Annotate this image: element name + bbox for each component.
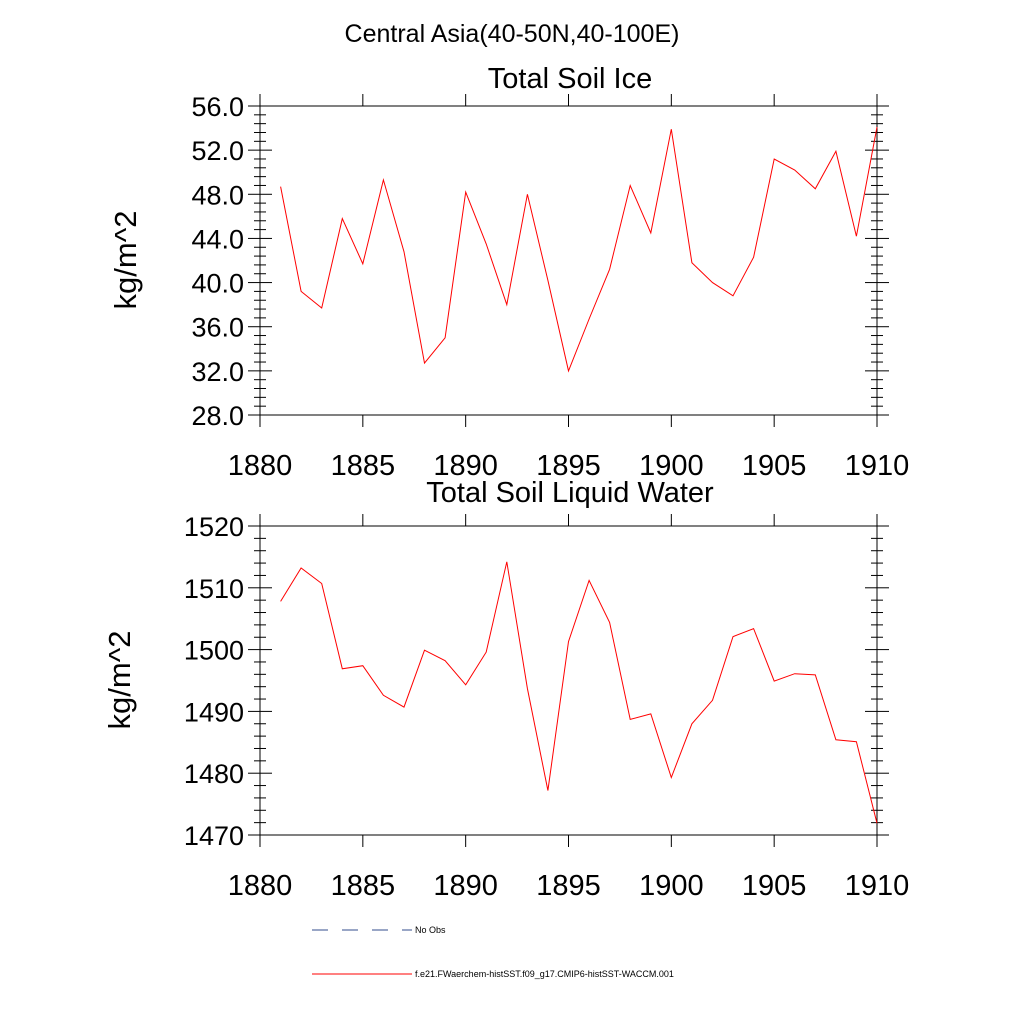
panel-title: Total Soil Liquid Water (426, 477, 714, 509)
y-tick-label: 1520 (184, 512, 244, 542)
x-tick-label: 1905 (742, 450, 807, 482)
y-axis-label: kg/m^2 (102, 631, 137, 730)
y-axis-label: kg/m^2 (108, 211, 143, 310)
x-tick-label: 1895 (536, 450, 601, 482)
x-tick-label: 1900 (639, 450, 704, 482)
legend: No Obs f.e21.FWaerchem-histSST.f09_g17.C… (312, 925, 674, 979)
y-tick-label: 44.0 (191, 224, 244, 254)
series-lines (280, 126, 878, 373)
y-tick-label: 1480 (184, 759, 244, 789)
x-tick-label: 1885 (331, 450, 396, 482)
x-tick-label: 1880 (228, 450, 293, 482)
y-tick-label: 1510 (184, 574, 244, 604)
y-tick-label: 1500 (184, 636, 244, 666)
x-tick-label: 1910 (845, 870, 910, 902)
panel-title: Total Soil Ice (488, 63, 652, 95)
y-tick-label: 56.0 (191, 92, 244, 122)
x-tick-label: 1880 (228, 870, 293, 902)
x-tick-label: 1890 (433, 870, 498, 902)
y-tick-label: 32.0 (191, 357, 244, 387)
series-line (280, 126, 878, 373)
total-soil-ice-panel: Total Soil Ice kg/m^2 1880 1885 1890 1895 19… (108, 63, 909, 482)
y-tick-label: 1470 (184, 821, 244, 851)
legend-label-model-run: f.e21.FWaerchem-histSST.f09_g17.CMIP6-hi… (415, 969, 674, 979)
x-tick-label: 1900 (639, 870, 704, 902)
y-tick-label: 40.0 (191, 269, 244, 299)
y-tick-label: 1490 (184, 697, 244, 727)
x-tick-label: 1890 (433, 450, 498, 482)
plot-frame (259, 525, 878, 836)
total-soil-liquid-water-panel: Total Soil Liquid Water kg/m^2 1880 1885 1… (102, 477, 909, 902)
x-tick-label: 1905 (742, 870, 807, 902)
series-line (280, 561, 878, 824)
y-tick-label: 48.0 (191, 180, 244, 210)
figure-title: Central Asia(40-50N,40-100E) (345, 20, 680, 48)
axis-ticks: 1880 1885 1890 1895 1900 1905 1910 28.0 32.0 36.0… (191, 92, 909, 482)
axis-ticks: 1880 1885 1890 1895 1900 1905 1910 1470 1480 1490… (184, 512, 909, 902)
x-tick-label: 1885 (331, 870, 396, 902)
y-tick-label: 36.0 (191, 313, 244, 343)
x-tick-label: 1895 (536, 870, 601, 902)
series-lines (280, 561, 878, 824)
legend-label-no-obs: No Obs (415, 925, 446, 935)
x-tick-label: 1910 (845, 450, 910, 482)
y-tick-label: 28.0 (191, 401, 244, 431)
y-tick-label: 52.0 (191, 136, 244, 166)
